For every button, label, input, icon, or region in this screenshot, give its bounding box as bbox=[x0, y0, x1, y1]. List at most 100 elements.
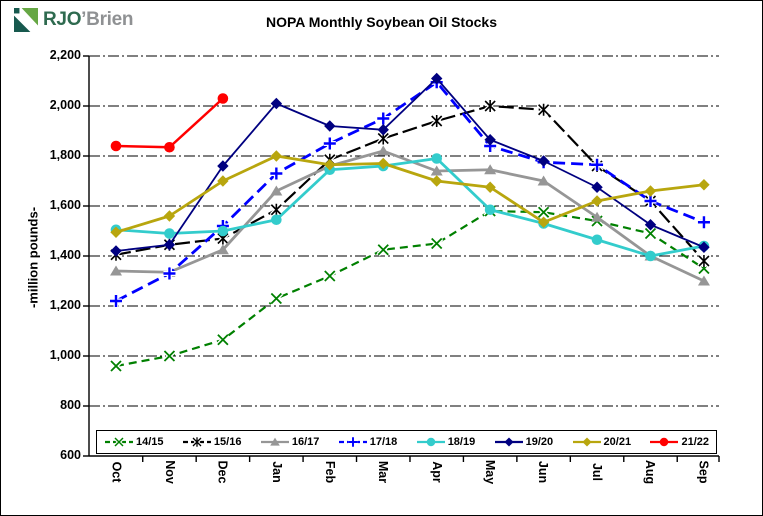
x-axis-tick-label-text: Jan bbox=[269, 461, 284, 483]
marker-diamond bbox=[484, 134, 496, 146]
marker-circle bbox=[271, 214, 282, 226]
legend-sample bbox=[182, 436, 211, 448]
x-axis-tick-label-text: May bbox=[483, 459, 498, 485]
marker-diamond bbox=[591, 195, 603, 207]
marker-circle bbox=[431, 153, 442, 164]
legend-item-16-17: 16/17 bbox=[260, 435, 320, 449]
series-marker-17-18 bbox=[644, 195, 657, 207]
marker-triangle bbox=[430, 165, 443, 176]
legend-sample bbox=[338, 437, 367, 447]
series-marker-15-16 bbox=[483, 99, 497, 113]
marker-triangle bbox=[110, 265, 122, 276]
marker-triangle bbox=[697, 275, 710, 286]
series-marker-19-20 bbox=[484, 134, 496, 146]
series-marker-18-19 bbox=[217, 225, 229, 237]
x-axis-tick-label: Nov bbox=[149, 451, 189, 493]
series-marker-16-17 bbox=[377, 145, 390, 156]
marker-x bbox=[537, 206, 550, 218]
marker-plus bbox=[697, 216, 710, 229]
series-line-17-18 bbox=[115, 80, 705, 303]
marker-plus bbox=[270, 167, 283, 180]
marker-star bbox=[484, 100, 496, 112]
series-marker-20-21 bbox=[377, 157, 389, 170]
series-18-19 bbox=[110, 153, 710, 262]
marker-triangle bbox=[591, 211, 604, 222]
legend-item-21-22: 21/22 bbox=[649, 435, 709, 449]
marker-diamond bbox=[581, 437, 592, 447]
series-marker-15-16 bbox=[269, 203, 283, 217]
y-axis-tick-label: 1,200 bbox=[49, 298, 81, 312]
marker-circle bbox=[217, 225, 229, 237]
x-axis-tick-label: Sep bbox=[684, 451, 724, 493]
series-marker-14-15 bbox=[216, 333, 230, 347]
y-axis-tick-label: 1,600 bbox=[49, 198, 81, 212]
series-marker-14-15 bbox=[162, 349, 177, 363]
marker-diamond bbox=[377, 124, 389, 136]
x-axis-tick-label-text: Jul bbox=[590, 462, 605, 482]
legend-label: 19/20 bbox=[525, 436, 554, 448]
marker-plus bbox=[163, 267, 176, 280]
series-line-20-21 bbox=[115, 154, 705, 234]
series-marker-14-15 bbox=[323, 269, 337, 283]
series-17-18 bbox=[110, 76, 710, 307]
series-marker-17-18 bbox=[110, 295, 122, 307]
logo-text-brien: ’Brien bbox=[81, 9, 134, 30]
series-19-20 bbox=[110, 72, 710, 257]
marker-diamond bbox=[377, 157, 389, 170]
series-marker-19-20 bbox=[591, 181, 603, 193]
legend-sample bbox=[260, 437, 289, 446]
series-21-22 bbox=[110, 93, 229, 153]
marker-triangle bbox=[484, 164, 497, 175]
series-marker-19-20 bbox=[110, 245, 122, 257]
marker-diamond bbox=[431, 175, 443, 187]
marker-plus bbox=[323, 137, 336, 150]
series-marker-18-19 bbox=[164, 228, 175, 239]
y-axis-tick-label: 1,400 bbox=[49, 248, 81, 262]
legend: 14/15 15/16 16/17 17/18 18/19 19/20 20/21 21/22 bbox=[96, 430, 717, 454]
x-axis-tick-label: Aug bbox=[631, 451, 671, 493]
series-marker-17-18 bbox=[377, 112, 390, 125]
series-marker-15-16 bbox=[697, 254, 711, 268]
marker-triangle bbox=[270, 185, 283, 196]
series-marker-15-16 bbox=[216, 232, 230, 245]
series-marker-16-17 bbox=[216, 244, 229, 255]
series-marker-20-21 bbox=[644, 185, 657, 197]
series-marker-20-21 bbox=[591, 195, 603, 207]
legend-label: 20/21 bbox=[603, 436, 632, 448]
y-axis-tick-label: 2,200 bbox=[49, 48, 81, 62]
series-marker-17-18 bbox=[591, 158, 604, 171]
series-marker-14-15 bbox=[643, 226, 658, 241]
series-line-19-20 bbox=[115, 77, 705, 252]
series-marker-15-16 bbox=[430, 114, 444, 128]
chart-title: NOPA Monthly Soybean Oil Stocks bbox=[265, 14, 498, 30]
marker-triangle bbox=[537, 175, 550, 186]
marker-circle bbox=[660, 437, 669, 447]
marker-star bbox=[192, 437, 202, 447]
series-marker-18-19 bbox=[645, 250, 656, 262]
marker-circle bbox=[484, 204, 496, 216]
series-marker-17-18 bbox=[697, 216, 710, 229]
series-marker-18-19 bbox=[271, 214, 282, 226]
legend-sample bbox=[572, 437, 601, 447]
series-marker-21-22 bbox=[110, 140, 122, 152]
x-axis-tick-label-text: Mar bbox=[376, 460, 391, 484]
legend-item-14-15: 14/15 bbox=[104, 435, 164, 449]
rjo-brien-logo-icon bbox=[14, 8, 38, 32]
marker-circle bbox=[426, 437, 435, 447]
x-axis-tick-label: Dec bbox=[203, 451, 243, 493]
marker-x bbox=[377, 244, 389, 256]
logo-text: RJO’Brien bbox=[43, 9, 134, 31]
series-marker-20-21 bbox=[431, 175, 443, 187]
series-marker-21-22 bbox=[217, 93, 229, 104]
series-marker-18-19 bbox=[431, 153, 442, 164]
marker-plus bbox=[591, 158, 604, 171]
series-marker-16-17 bbox=[591, 211, 604, 222]
series-marker-21-22 bbox=[164, 141, 175, 153]
y-axis-tick-label: 2,000 bbox=[49, 98, 81, 112]
marker-diamond bbox=[270, 150, 283, 162]
marker-triangle bbox=[377, 145, 390, 156]
series-marker-14-15 bbox=[376, 243, 390, 257]
marker-x bbox=[270, 292, 282, 305]
legend-label: 16/17 bbox=[291, 436, 320, 448]
x-axis-tick-label-text: Aug bbox=[643, 459, 658, 485]
